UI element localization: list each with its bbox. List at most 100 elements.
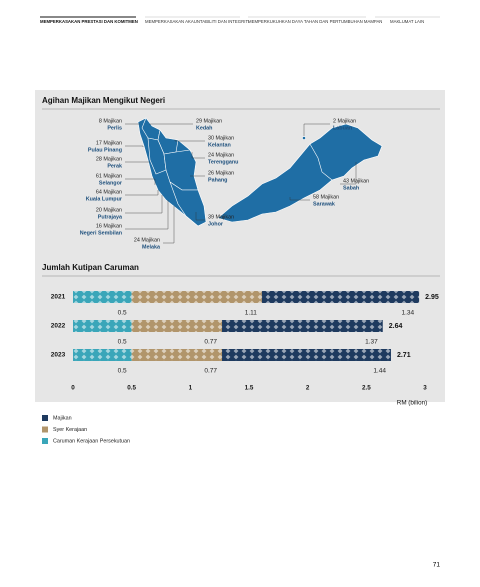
label-count: 58 Majikan xyxy=(313,194,339,200)
legend-label: Majikan xyxy=(53,415,72,421)
legend-label: Syer Kerajaan xyxy=(53,427,87,433)
label-state: Negeri Sembilan xyxy=(80,230,122,236)
label-count: 24 Majikan xyxy=(208,152,234,158)
label-count: 30 Majikan xyxy=(208,135,234,141)
leader-line xyxy=(125,195,163,214)
label-state: Labuan xyxy=(333,125,352,131)
leader-line xyxy=(289,197,310,201)
label-state: Pulau Pinang xyxy=(88,147,122,153)
x-tick-label: 0.5 xyxy=(127,385,136,392)
leader-line xyxy=(125,200,169,230)
chart-title: Jumlah Kutipan Caruman xyxy=(42,263,139,272)
legend: Majikan Syer Kerajaan Caruman Kerajaan Per… xyxy=(42,415,130,444)
x-tick-label: 2 xyxy=(306,385,310,392)
x-tick-label: 1.5 xyxy=(245,385,254,392)
page-number: 71 xyxy=(433,562,441,569)
label-count: 17 Majikan xyxy=(96,140,122,146)
tab[interactable]: MEMPERKASAKAN AKAUNTABILITI DAN INTEGRIT… xyxy=(145,19,249,24)
leader-line xyxy=(303,123,330,136)
label-count: 61 Majikan xyxy=(96,173,122,179)
label-state: Johor xyxy=(208,221,224,227)
value-label: 0.5 xyxy=(118,339,127,346)
legend-swatch xyxy=(42,415,48,421)
leader-line xyxy=(149,123,193,125)
leader-line xyxy=(125,178,156,185)
label-state: Kuala Lumpur xyxy=(86,196,123,202)
leader-line xyxy=(163,206,175,244)
label-count: 16 Majikan xyxy=(96,223,122,229)
state xyxy=(302,136,306,140)
label-state: Sarawak xyxy=(313,201,335,207)
label-count: 64 Majikan xyxy=(96,189,122,195)
label-state: Perak xyxy=(107,163,122,169)
total-label: 2.64 xyxy=(389,323,403,330)
label-count: 24 Majikan xyxy=(134,237,160,243)
map xyxy=(137,117,383,227)
state xyxy=(309,123,383,181)
bar-segment xyxy=(73,320,132,332)
label-count: 20 Majikan xyxy=(96,207,122,213)
value-label: 0.77 xyxy=(204,339,217,346)
value-label: 1.34 xyxy=(401,310,414,317)
value-label: 0.5 xyxy=(118,368,127,375)
label-count: 26 Majikan xyxy=(208,170,234,176)
value-label: 1.37 xyxy=(365,339,378,346)
label-count: 2 Majikan xyxy=(333,118,356,124)
x-axis-label: RM (bilion) xyxy=(397,400,427,407)
leader-line xyxy=(340,162,357,185)
legend-label: Caruman Kerajaan Persekutuan xyxy=(53,438,130,444)
bar-segment xyxy=(131,291,262,303)
tab[interactable]: MAKLUMAT LAIN xyxy=(390,19,424,24)
leader-line xyxy=(174,140,205,142)
label-state: Melaka xyxy=(142,244,161,250)
total-label: 2.95 xyxy=(425,294,439,301)
x-tick-label: 0 xyxy=(71,385,75,392)
label-state: Kelantan xyxy=(208,142,231,148)
bar-segment xyxy=(73,349,132,361)
label-count: 43 Majikan xyxy=(343,178,369,184)
bar-segment xyxy=(131,349,223,361)
bar-segment xyxy=(73,291,132,303)
category-label: 2021 xyxy=(51,294,66,301)
state xyxy=(163,149,199,191)
map-title: Agihan Majikan Mengikut Negeri xyxy=(42,96,165,105)
bar-segment xyxy=(222,320,383,332)
leader-line xyxy=(125,145,144,147)
legend-swatch xyxy=(42,438,48,444)
bar-segment xyxy=(131,320,223,332)
legend-swatch xyxy=(42,426,48,433)
value-label: 0.77 xyxy=(204,368,217,375)
label-state: Pahang xyxy=(208,177,227,183)
bar-segment xyxy=(261,291,420,303)
label-state: Perlis xyxy=(107,125,122,131)
label-state: Putrajaya xyxy=(98,214,123,220)
label-state: Kedah xyxy=(196,125,212,131)
label-count: 39 Majikan xyxy=(208,214,234,220)
label-state: Terengganu xyxy=(208,159,238,165)
label-count: 28 Majikan xyxy=(96,156,122,162)
value-label: 1.44 xyxy=(373,368,386,375)
x-tick-label: 3 xyxy=(423,385,427,392)
x-tick-label: 2.5 xyxy=(362,385,371,392)
x-tick-label: 1 xyxy=(189,385,193,392)
total-label: 2.71 xyxy=(397,352,411,359)
tab[interactable]: MEMPERKUKUHKAN DAYA TAHAN DAN PERTUMBUHA… xyxy=(248,19,382,24)
label-state: Sabah xyxy=(343,185,359,191)
leader-line xyxy=(125,190,159,196)
label-count: 8 Majikan xyxy=(99,118,122,124)
label-count: 29 Majikan xyxy=(196,118,222,124)
state xyxy=(169,181,207,227)
leader-line xyxy=(191,152,205,159)
value-label: 1.11 xyxy=(245,310,258,317)
label-state: Selangor xyxy=(99,180,123,186)
leader-line xyxy=(195,212,205,221)
category-label: 2023 xyxy=(51,352,66,359)
category-label: 2022 xyxy=(51,323,66,330)
bar-segment xyxy=(222,349,391,361)
tab[interactable]: MEMPERKASAKAN PRESTASI DAN KOMITMEN xyxy=(40,19,138,24)
value-label: 0.5 xyxy=(118,310,127,317)
